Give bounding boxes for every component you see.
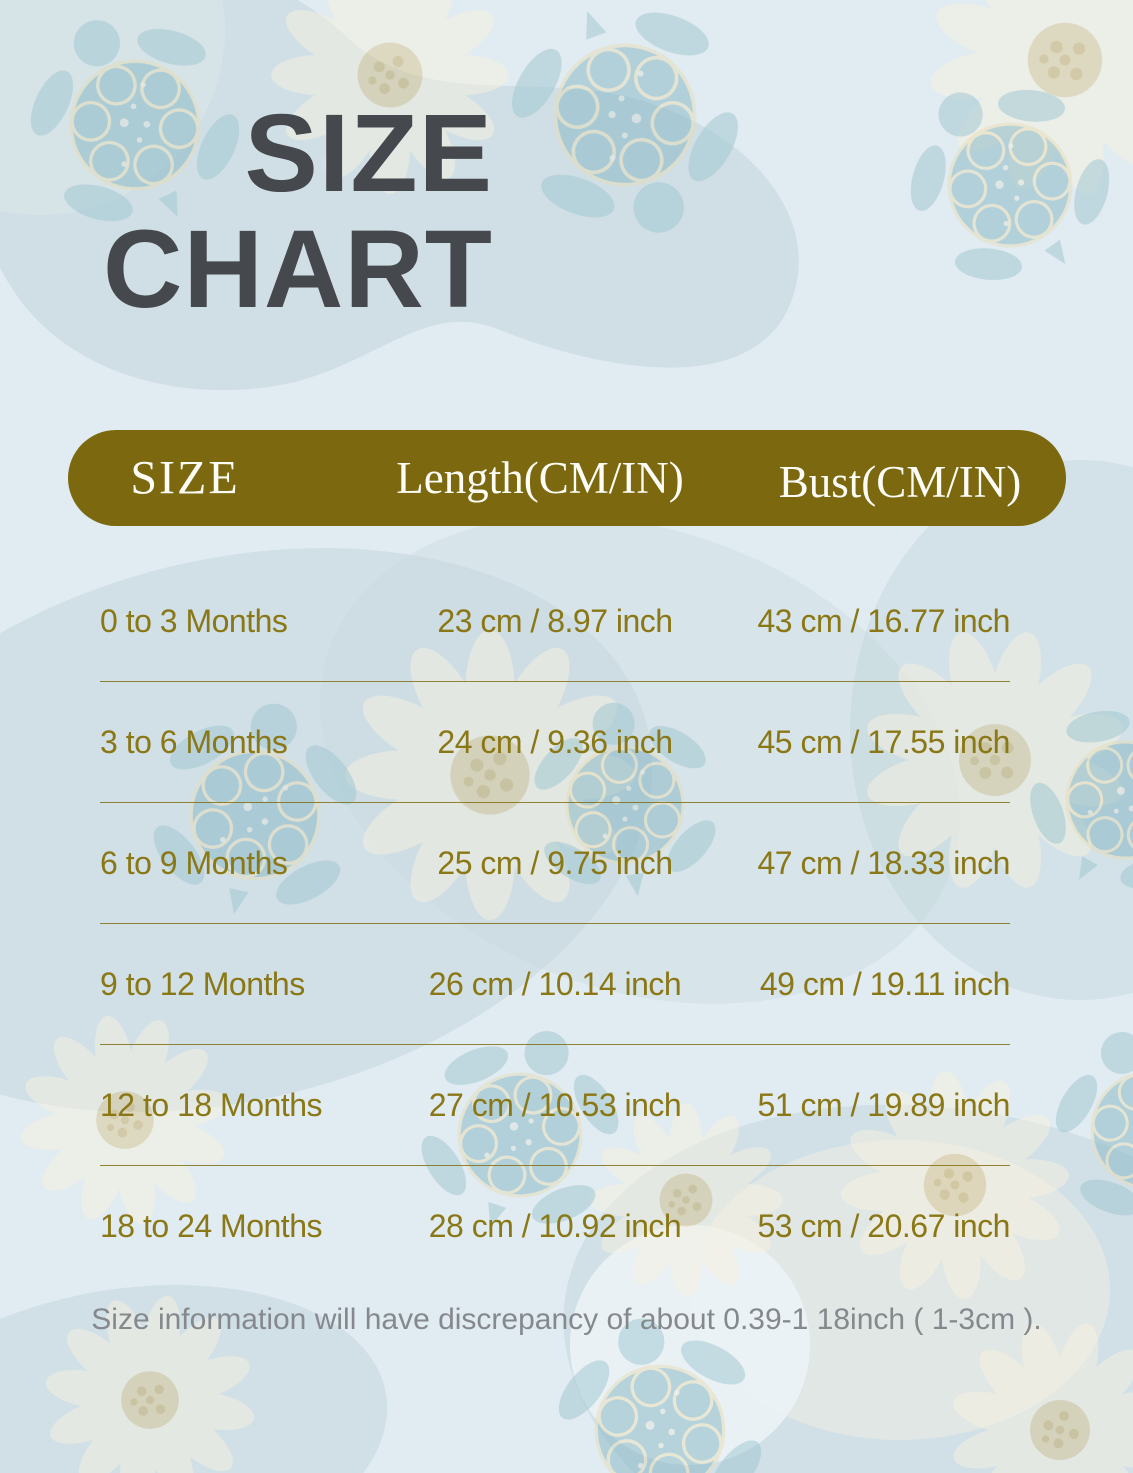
- bust-cell: 47 cm / 18.33 inch: [757, 844, 1010, 881]
- size-cell: 12 to 18 Months: [100, 1086, 322, 1123]
- size-chart-table: 0 to 3 Months 23 cm / 8.97 inch 43 cm / …: [100, 561, 1010, 1286]
- page-title: SIZE CHART: [103, 96, 493, 327]
- table-row: 12 to 18 Months 27 cm / 10.53 inch 51 cm…: [100, 1045, 1010, 1166]
- length-cell: 28 cm / 10.92 inch: [428, 1207, 682, 1244]
- size-cell: 18 to 24 Months: [100, 1207, 322, 1244]
- header-bust-label: Bust(CM/IN): [778, 457, 1022, 508]
- length-cell: 27 cm / 10.53 inch: [428, 1086, 682, 1123]
- table-row: 9 to 12 Months 26 cm / 10.14 inch 49 cm …: [100, 924, 1010, 1045]
- page-title-line2: CHART: [103, 207, 493, 331]
- table-row: 6 to 9 Months 25 cm / 9.75 inch 47 cm / …: [100, 803, 1010, 924]
- length-cell: 25 cm / 9.75 inch: [437, 844, 673, 881]
- length-cell: 23 cm / 8.97 inch: [437, 602, 673, 639]
- header-length-label: Length(CM/IN): [396, 453, 684, 503]
- length-cell: 24 cm / 9.36 inch: [437, 723, 673, 760]
- footnote: Size information will have discrepancy o…: [91, 1303, 1042, 1336]
- bust-cell: 53 cm / 20.67 inch: [757, 1207, 1010, 1244]
- size-cell: 9 to 12 Months: [100, 965, 305, 1002]
- bust-cell: 51 cm / 19.89 inch: [757, 1086, 1010, 1123]
- header-size-label: SIZE: [130, 451, 240, 505]
- size-cell: 0 to 3 Months: [100, 602, 288, 639]
- page-title-line1: SIZE: [244, 92, 493, 215]
- table-row: 3 to 6 Months 24 cm / 9.36 inch 45 cm / …: [100, 682, 1010, 803]
- table-header: SIZE Length(CM/IN) Bust(CM/IN): [68, 430, 1066, 526]
- length-cell: 26 cm / 10.14 inch: [428, 965, 682, 1002]
- bust-cell: 43 cm / 16.77 inch: [757, 602, 1010, 639]
- bust-cell: 45 cm / 17.55 inch: [757, 723, 1010, 760]
- size-cell: 3 to 6 Months: [100, 723, 288, 760]
- bust-cell: 49 cm / 19.11 inch: [759, 965, 1011, 1002]
- table-row: 0 to 3 Months 23 cm / 8.97 inch 43 cm / …: [100, 561, 1010, 682]
- table-row: 18 to 24 Months 28 cm / 10.92 inch 53 cm…: [100, 1166, 1010, 1286]
- size-cell: 6 to 9 Months: [100, 844, 288, 881]
